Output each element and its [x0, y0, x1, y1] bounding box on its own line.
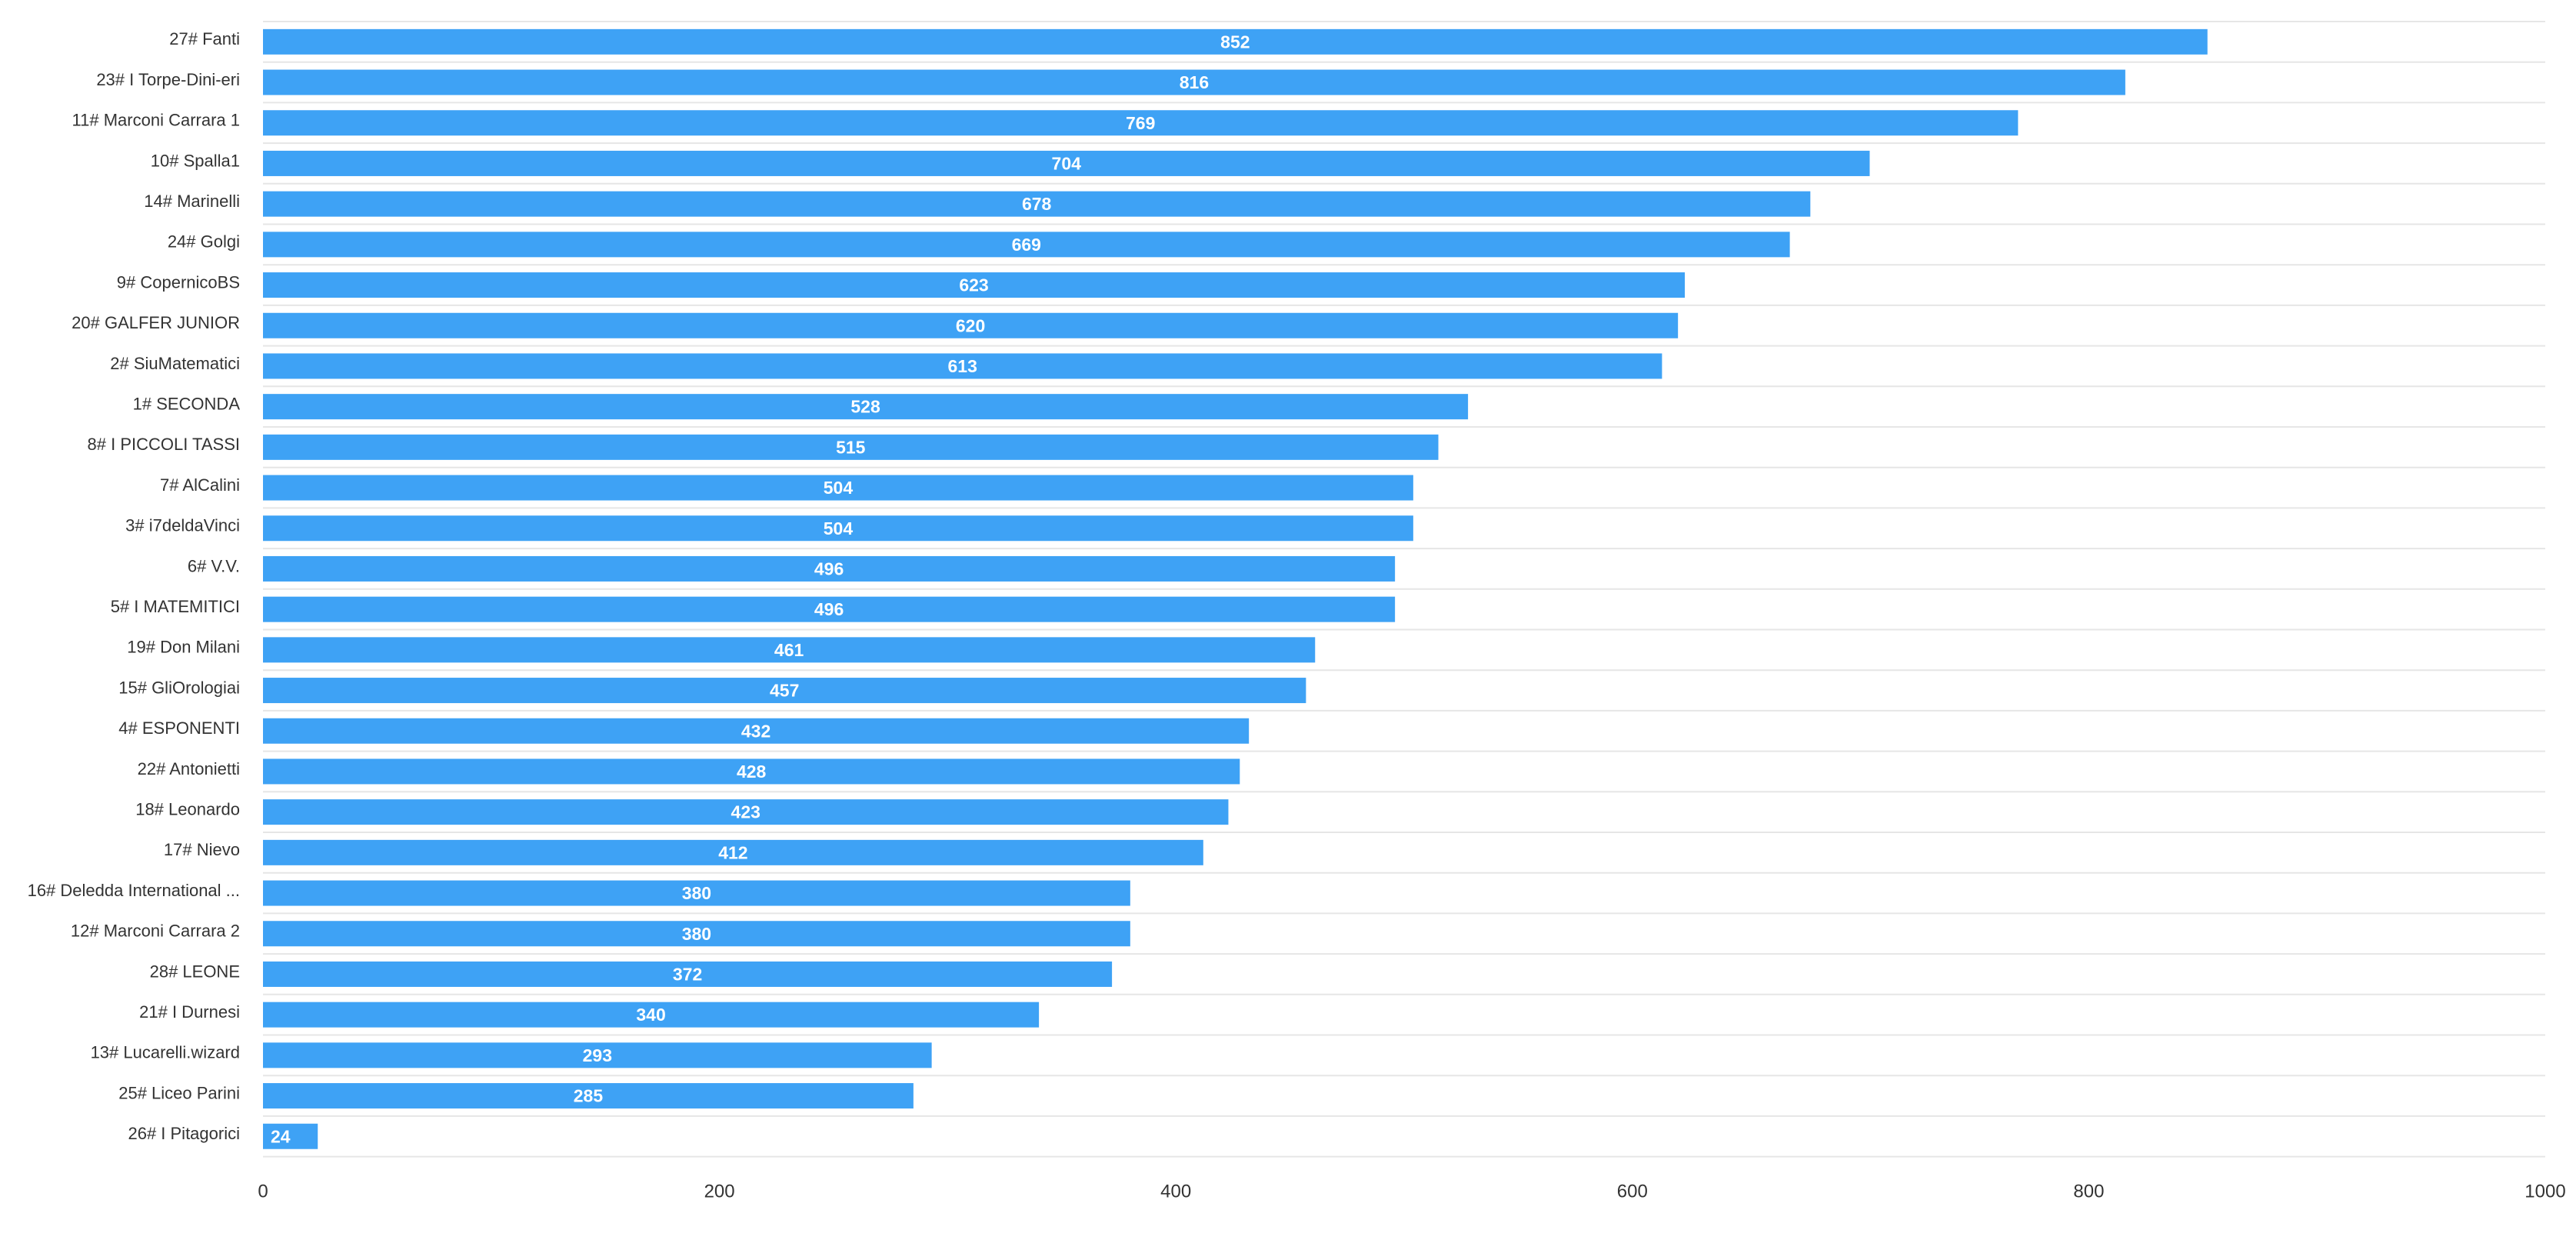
- data-label: 504: [824, 518, 854, 538]
- data-label: 457: [770, 681, 799, 701]
- bar: [263, 921, 1130, 947]
- data-label: 24: [271, 1126, 291, 1146]
- data-label: 613: [948, 356, 977, 376]
- category-label: 22# Antonietti: [138, 759, 240, 778]
- category-label: 4# ESPONENTI: [118, 718, 240, 738]
- data-label: 380: [682, 883, 711, 903]
- bar: [263, 1123, 318, 1149]
- category-label: 23# I Torpe-Dini-eri: [96, 70, 240, 89]
- bar: [263, 1042, 932, 1068]
- category-label: 21# I Durnesi: [139, 1002, 240, 1022]
- bar: [263, 637, 1316, 663]
- bar: [263, 596, 1396, 622]
- category-label: 25# Liceo Parini: [118, 1083, 240, 1102]
- data-label: 496: [814, 559, 844, 579]
- data-label: 496: [814, 599, 844, 619]
- data-label: 423: [731, 802, 760, 822]
- data-label: 285: [574, 1086, 604, 1106]
- bar: [263, 394, 1469, 420]
- x-tick-label: 1000: [2524, 1182, 2565, 1202]
- category-label: 17# Nievo: [164, 840, 240, 859]
- category-label: 14# Marinelli: [144, 192, 240, 211]
- category-label: 13# Lucarelli.wizard: [91, 1043, 240, 1062]
- x-tick-label: 200: [704, 1182, 735, 1202]
- bar: [263, 1002, 1040, 1028]
- bar: [263, 678, 1306, 704]
- x-tick-label: 400: [1160, 1182, 1191, 1202]
- category-label: 28# LEONE: [150, 962, 240, 981]
- bar: [263, 69, 2125, 95]
- category-label: 3# i7deldaVinci: [125, 516, 240, 535]
- category-label: 15# GliOrologiai: [118, 678, 240, 697]
- bar: [263, 191, 1811, 217]
- data-label: 380: [682, 924, 711, 944]
- x-tick-label: 600: [1617, 1182, 1648, 1202]
- data-label: 412: [718, 842, 747, 862]
- category-label: 5# I MATEMITICI: [111, 597, 240, 616]
- bar: [263, 434, 1439, 460]
- bar: [263, 28, 2208, 55]
- bar: [263, 312, 1679, 338]
- bar: [263, 515, 1413, 542]
- bar: [263, 1083, 914, 1109]
- data-label: 372: [673, 965, 702, 985]
- category-label: 26# I Pitagorici: [128, 1124, 240, 1143]
- data-label: 769: [1126, 113, 1155, 133]
- category-label: 9# CopernicoBS: [117, 272, 240, 292]
- bar: [263, 475, 1413, 501]
- data-label: 528: [850, 397, 880, 417]
- bar: [263, 272, 1686, 298]
- bar: [263, 232, 1790, 258]
- x-tick-label: 0: [258, 1182, 268, 1202]
- data-label: 623: [959, 275, 988, 295]
- data-label: 704: [1052, 154, 1082, 174]
- category-label: 7# AlCalini: [160, 475, 240, 495]
- category-label: 2# SiuMatematici: [110, 354, 240, 373]
- category-label: 11# Marconi Carrara 1: [72, 111, 240, 130]
- bar: [263, 758, 1240, 785]
- category-label: 8# I PICCOLI TASSI: [88, 435, 240, 454]
- data-label: 678: [1022, 194, 1052, 214]
- category-label: 18# Leonardo: [135, 799, 240, 818]
- category-label: 20# GALFER JUNIOR: [72, 313, 240, 332]
- data-label: 340: [636, 1005, 665, 1025]
- bar: [263, 555, 1396, 582]
- bar: [263, 839, 1203, 865]
- bar: [263, 961, 1113, 987]
- data-label: 432: [741, 721, 770, 741]
- category-label: 24# Golgi: [168, 232, 240, 252]
- category-label: 6# V.V.: [188, 556, 240, 575]
- category-label: 1# SECONDA: [133, 394, 241, 413]
- data-label: 293: [583, 1045, 612, 1065]
- data-label: 620: [956, 315, 985, 335]
- category-label: 19# Don Milani: [127, 638, 240, 657]
- category-label: 27# Fanti: [169, 29, 240, 48]
- category-label: 12# Marconi Carrara 2: [71, 922, 240, 941]
- data-label: 816: [1180, 72, 1209, 92]
- bar: [263, 110, 2019, 136]
- category-label: 10# Spalla1: [151, 151, 240, 170]
- x-tick-label: 800: [2073, 1182, 2104, 1202]
- data-label: 515: [836, 437, 866, 457]
- bar: [263, 353, 1662, 379]
- category-label: 16# Deledda International ...: [28, 881, 240, 900]
- data-label: 504: [824, 478, 854, 498]
- data-label: 669: [1012, 235, 1041, 255]
- data-label: 852: [1220, 32, 1250, 52]
- bar: [263, 880, 1130, 906]
- bar: [263, 150, 1870, 176]
- data-label: 428: [737, 762, 767, 782]
- data-label: 461: [774, 640, 804, 660]
- bar: [263, 799, 1229, 825]
- bar: [263, 718, 1250, 744]
